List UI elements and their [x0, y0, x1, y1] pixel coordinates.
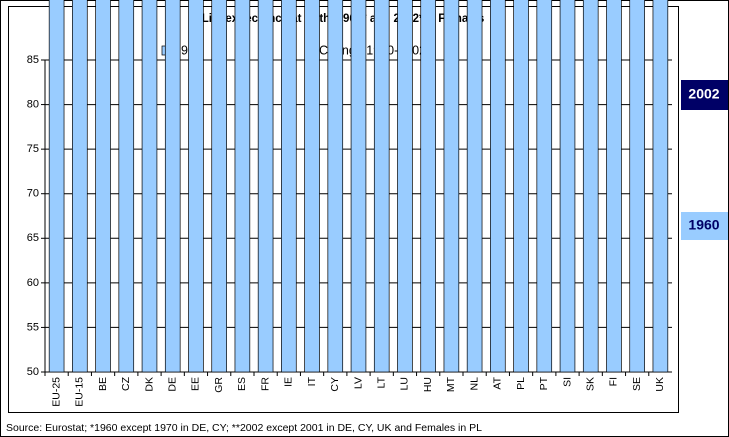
y-tick-label: 60	[27, 277, 39, 289]
bar-segment	[420, 0, 436, 373]
bar-segment	[164, 0, 181, 373]
x-tick-label: NL	[468, 377, 480, 391]
x-tick-label: CY	[329, 377, 341, 392]
y-tick-label: 75	[27, 143, 39, 155]
x-tick-label: BE	[97, 377, 109, 391]
x-tick-label: PL	[515, 377, 527, 390]
bar-segment	[141, 0, 158, 373]
bar-segment	[443, 0, 460, 373]
y-tick-label: 70	[27, 188, 39, 200]
bar-segment	[281, 0, 297, 373]
source-note: Source: Eurostat; *1960 except 1970 in D…	[6, 422, 482, 434]
x-tick-label: SK	[585, 377, 597, 391]
bar-segment	[118, 0, 135, 373]
x-tick-label: PT	[538, 376, 550, 390]
annotation: 1960	[688, 217, 719, 233]
bar-segment	[48, 0, 65, 373]
x-tick-label: UK	[654, 377, 666, 392]
x-tick-label: CZ	[120, 376, 132, 391]
annotation-box	[681, 212, 728, 240]
x-tick-label: EU-15	[74, 377, 86, 407]
y-tick-label: 80	[27, 98, 39, 110]
x-tick-label: EE	[190, 377, 202, 391]
x-tick-label: SI	[561, 377, 573, 387]
bar-segment	[95, 0, 111, 373]
bar-segment	[582, 0, 599, 373]
x-tick-label: MT	[445, 376, 457, 392]
x-tick-label: IE	[283, 377, 295, 387]
bar-segment	[350, 0, 367, 373]
bar-segment	[606, 0, 622, 373]
bar-segment	[490, 0, 506, 373]
bar-segment	[373, 0, 390, 373]
x-tick-label: LT	[376, 376, 388, 388]
bar-segment	[513, 0, 529, 373]
x-tick-label: FI	[608, 377, 620, 386]
y-tick-label: 85	[27, 54, 39, 66]
bar-segment	[304, 0, 320, 373]
x-tick-label: ES	[236, 377, 248, 391]
bar-segment	[234, 0, 251, 373]
bar-segment	[188, 0, 204, 373]
x-tick-label: LV	[352, 377, 364, 389]
y-tick-label: 65	[27, 232, 39, 244]
bar-segment	[466, 0, 483, 373]
x-tick-label: DE	[167, 377, 179, 392]
x-tick-label: DK	[143, 377, 155, 392]
bar-segment	[327, 0, 344, 373]
bar-segment	[629, 0, 645, 373]
x-tick-label: IT	[306, 376, 318, 386]
y-tick-label: 55	[27, 321, 39, 333]
annotation: 2002	[688, 86, 719, 102]
x-tick-label: GR	[213, 377, 225, 393]
bar-segment	[257, 0, 274, 373]
x-tick-label: SE	[631, 377, 643, 391]
y-tick-label: 50	[27, 366, 39, 378]
x-tick-label: EU-25	[50, 377, 62, 407]
bar-segment	[72, 0, 88, 373]
x-tick-label: FR	[259, 377, 271, 391]
x-tick-label: AT	[492, 376, 504, 389]
bar-segment	[559, 0, 576, 373]
bar-segment	[211, 0, 227, 373]
bar-segment	[536, 0, 553, 373]
bar-segment	[652, 0, 669, 373]
bar-segment	[397, 0, 413, 373]
x-tick-label: HU	[422, 377, 434, 392]
x-tick-label: LU	[399, 377, 411, 390]
annotation-box	[681, 80, 728, 110]
